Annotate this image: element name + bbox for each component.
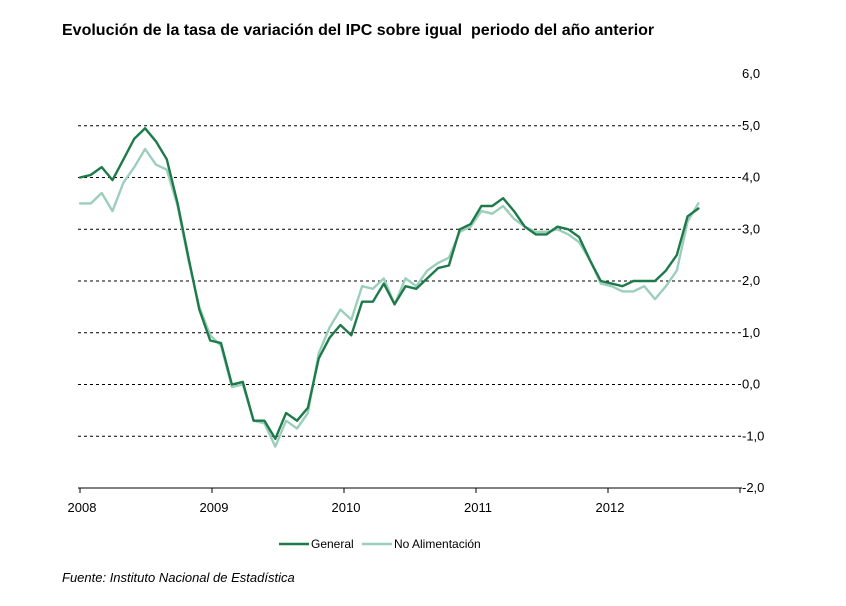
x-tick-label: 2010 — [332, 500, 361, 515]
y-tick-label: -1,0 — [742, 428, 764, 443]
source-note: Fuente: Instituto Nacional de Estadístic… — [62, 570, 295, 585]
series-lines — [78, 127, 700, 448]
x-tick-label: 2009 — [200, 500, 229, 515]
legend-label-no-alimentacion: No Alimentación — [394, 537, 481, 551]
x-tick-label: 2008 — [68, 500, 97, 515]
y-tick-label: -2,0 — [742, 480, 764, 495]
series-line-general — [78, 127, 700, 440]
y-tick-label: 6,0 — [742, 66, 760, 81]
x-tick-label: 2011 — [464, 500, 492, 515]
y-tick-label: 2,0 — [742, 273, 760, 288]
y-tick-label: 4,0 — [742, 170, 760, 185]
y-tick-label: 3,0 — [742, 221, 760, 236]
legend: General No Alimentación — [279, 537, 481, 551]
x-axis-ticks: 2008 2009 2010 2011 2012 — [68, 500, 625, 515]
y-tick-label: 1,0 — [742, 325, 760, 340]
y-tick-label: 0,0 — [742, 377, 760, 392]
x-axis — [78, 487, 742, 493]
y-axis-ticks: 6,0 5,0 4,0 3,0 2,0 1,0 0,0 -1,0 -2,0 — [742, 66, 764, 495]
series-line-no-alimentacion — [78, 147, 700, 448]
x-tick-label: 2012 — [596, 500, 625, 515]
chart-title: Evolución de la tasa de variación del IP… — [62, 22, 655, 39]
y-tick-label: 5,0 — [742, 118, 760, 133]
legend-label-general: General — [311, 537, 354, 551]
